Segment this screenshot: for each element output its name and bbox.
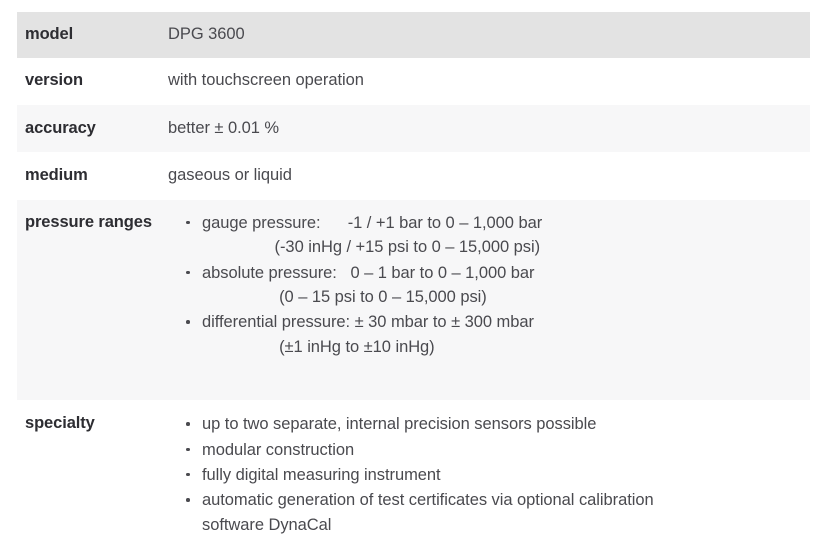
list-item: automatic generation of test certificate… bbox=[184, 488, 802, 537]
list-item-main: modular construction bbox=[202, 440, 355, 459]
list-item: differential pressure: ± 30 mbar to ± 30… bbox=[184, 310, 802, 359]
row-value-medium: gaseous or liquid bbox=[168, 166, 292, 185]
list-item-main: absolute pressure: 0 – 1 bar to 0 – 1,00… bbox=[202, 263, 535, 282]
row-label-pressure-ranges: pressure ranges bbox=[25, 212, 152, 231]
list-item: fully digital measuring instrument bbox=[184, 463, 802, 487]
list-item-main: automatic generation of test certificate… bbox=[202, 491, 654, 510]
row-value-specialty: up to two separate, internal precision s… bbox=[168, 400, 810, 550]
row-label-version: version bbox=[25, 71, 83, 90]
table-row: specialty up to two separate, internal p… bbox=[17, 400, 810, 550]
specifications-table: model DPG 3600 version with touchscreen … bbox=[17, 12, 810, 550]
list-item-main: gauge pressure: -1 / +1 bar to 0 – 1,000… bbox=[202, 213, 543, 232]
table-row: version with touchscreen operation bbox=[17, 58, 810, 105]
list-item-main: differential pressure: ± 30 mbar to ± 30… bbox=[202, 313, 534, 332]
table-row: pressure ranges gauge pressure: -1 / +1 … bbox=[17, 199, 810, 401]
row-value-version: with touchscreen operation bbox=[168, 71, 364, 90]
list-item-main: up to two separate, internal precision s… bbox=[202, 415, 597, 434]
list-item: up to two separate, internal precision s… bbox=[184, 412, 802, 436]
row-value-model: DPG 3600 bbox=[168, 25, 245, 43]
list-item-sub: (±1 inHg to ±10 inHg) bbox=[202, 337, 435, 356]
list-item: gauge pressure: -1 / +1 bar to 0 – 1,000… bbox=[184, 211, 802, 260]
list-item-sub: (-30 inHg / +15 psi to 0 – 15,000 psi) bbox=[202, 238, 541, 257]
table-row: model DPG 3600 bbox=[17, 12, 810, 59]
specialty-list: up to two separate, internal precision s… bbox=[168, 412, 802, 537]
list-item-sub: (0 – 15 psi to 0 – 15,000 psi) bbox=[202, 287, 487, 306]
row-label-medium: medium bbox=[25, 166, 88, 185]
list-item-sub: software DynaCal bbox=[202, 515, 332, 534]
list-item: absolute pressure: 0 – 1 bar to 0 – 1,00… bbox=[184, 261, 802, 310]
row-value-pressure-ranges: gauge pressure: -1 / +1 bar to 0 – 1,000… bbox=[168, 200, 810, 400]
row-label-accuracy: accuracy bbox=[25, 118, 96, 137]
list-item-main: fully digital measuring instrument bbox=[202, 465, 441, 484]
row-label-model: model bbox=[25, 25, 74, 43]
row-value-accuracy: better ± 0.01 % bbox=[168, 118, 280, 137]
table-row: medium gaseous or liquid bbox=[17, 152, 810, 200]
pressure-ranges-list: gauge pressure: -1 / +1 bar to 0 – 1,000… bbox=[168, 211, 802, 359]
row-label-specialty: specialty bbox=[25, 414, 95, 433]
table-row: accuracy better ± 0.01 % bbox=[17, 104, 810, 153]
list-item: modular construction bbox=[184, 438, 802, 462]
